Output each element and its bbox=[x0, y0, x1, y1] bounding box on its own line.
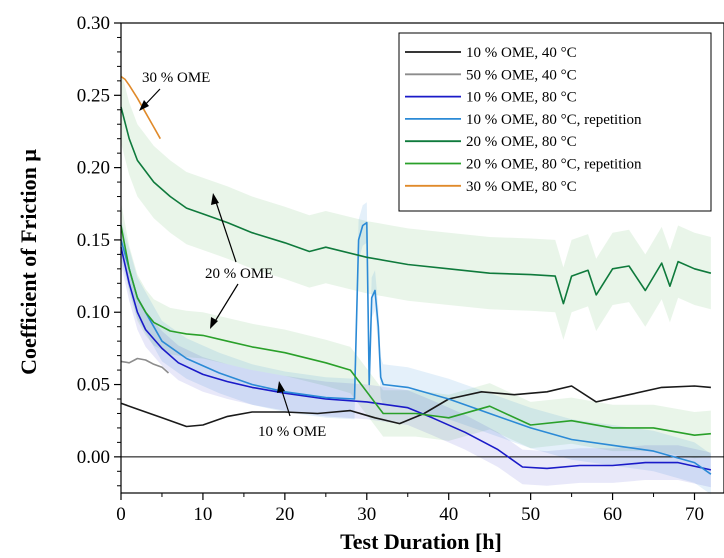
annotation-10-ome: 10 % OME bbox=[258, 424, 326, 440]
annotation-20-ome-arrow-down bbox=[213, 283, 239, 324]
band-2 bbox=[121, 229, 711, 488]
legend-label-5: 20 % OME, 80 °C, repetition bbox=[466, 157, 642, 173]
x-tick-label-6: 60 bbox=[603, 504, 622, 525]
legend: 10 % OME, 40 °C 50 % OME, 40 °C 10 % OME, … bbox=[398, 32, 712, 212]
y-tick-label-5: 0.25 bbox=[77, 85, 110, 106]
annotation-20-ome-arrow-up bbox=[214, 198, 237, 263]
series-line-6 bbox=[120, 75, 161, 140]
y-tick-label-6: 0.30 bbox=[77, 13, 110, 34]
series-line-1 bbox=[120, 357, 170, 374]
y-tick-label-0: 0.00 bbox=[77, 447, 110, 468]
x-tick-label-3: 30 bbox=[357, 504, 376, 525]
band-4 bbox=[121, 70, 711, 340]
x-axis-label: Test Duration [h] bbox=[340, 529, 502, 554]
legend-items: 10 % OME, 40 °C 50 % OME, 40 °C 10 % OME, … bbox=[405, 45, 642, 195]
annotation-20-ome-arrowhead-up bbox=[211, 193, 219, 205]
annotation-20-ome: 20 % OME bbox=[205, 266, 273, 282]
legend-label-2: 10 % OME, 80 °C bbox=[466, 90, 577, 106]
annotation-20-ome-arrowhead-down bbox=[210, 317, 218, 329]
legend-label-1: 50 % OME, 40 °C bbox=[466, 67, 577, 83]
series-line-0 bbox=[120, 385, 711, 428]
legend-label-6: 30 % OME, 80 °C bbox=[466, 179, 577, 195]
band-5 bbox=[121, 202, 711, 459]
x-tick-label-1: 10 bbox=[193, 504, 212, 525]
y-tick-label-3: 0.15 bbox=[77, 230, 110, 251]
x-tick-label-7: 70 bbox=[685, 504, 704, 525]
x-tick-label-5: 50 bbox=[521, 504, 540, 525]
plot-frame bbox=[120, 22, 724, 494]
y-axis-label: Coefficient of Friction μ bbox=[16, 149, 41, 375]
series-line-4 bbox=[120, 106, 712, 305]
legend-label-3: 10 % OME, 80 °C, repetition bbox=[466, 112, 642, 128]
x-tick-label-4: 40 bbox=[439, 504, 458, 525]
series-line-2 bbox=[120, 247, 712, 471]
series-group bbox=[120, 75, 712, 475]
annotation-10-ome-arrow bbox=[280, 387, 291, 417]
x-tick-label-2: 20 bbox=[275, 504, 294, 525]
ticks-group: 0 10 20 30 40 50 60 70 0.00 0.05 0.10 0.15 0.20 0.25 0… bbox=[77, 13, 704, 525]
x-tick-label-0: 0 bbox=[116, 504, 126, 525]
annotation-30-ome: 30 % OME bbox=[142, 70, 210, 86]
legend-label-0: 10 % OME, 40 °C bbox=[466, 45, 577, 61]
y-tick-label-1: 0.05 bbox=[77, 375, 110, 396]
series-line-3 bbox=[120, 221, 712, 475]
annotation-30-ome-arrowhead bbox=[139, 100, 149, 111]
series-line-5 bbox=[120, 225, 711, 437]
annotations-group: 30 % OME 20 % OME 10 % OME bbox=[139, 70, 326, 440]
y-tick-label-2: 0.10 bbox=[77, 302, 110, 323]
legend-box bbox=[398, 32, 712, 212]
plot-area: 0 10 20 30 40 50 60 70 0.00 0.05 0.10 0.15 0.20 0.25 0… bbox=[77, 13, 724, 525]
annotation-10-ome-arrowhead bbox=[277, 381, 285, 393]
y-tick-label-4: 0.20 bbox=[77, 158, 110, 179]
legend-label-4: 20 % OME, 80 °C bbox=[466, 134, 577, 150]
